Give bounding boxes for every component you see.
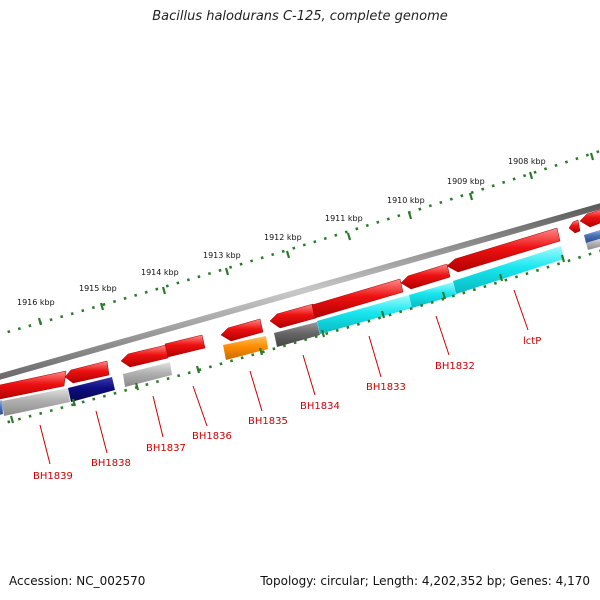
gene-bh1837-forward	[120, 344, 169, 368]
inner-scale-ticks	[9, 254, 566, 424]
gene-label-bh1838: BH1838	[91, 458, 131, 469]
gene-labels: BH1839 BH1838 BH1837 BH1836 BH1835 BH183…	[33, 336, 541, 482]
gene-label-bh1835: BH1835	[248, 416, 288, 427]
inner-scale-dots	[0, 249, 600, 426]
gene-bh1835-forward	[220, 318, 264, 342]
gene-lctp-cog	[453, 246, 564, 294]
map-title: Bacillus halodurans C-125, complete geno…	[152, 9, 448, 24]
scale-label-1911: 1911 kbp	[325, 214, 363, 223]
gene-steel-right	[584, 229, 600, 243]
gene-label-lctp: lctP	[523, 336, 541, 347]
gene-label-bh1839: BH1839	[33, 471, 73, 482]
gene-bh1835-cog	[223, 336, 268, 360]
gene-label-bh1832: BH1832	[435, 361, 475, 372]
gene-bh1838-cog	[68, 377, 115, 402]
gene-lctp-forward	[446, 227, 561, 273]
gene-edge-forward	[579, 209, 600, 228]
scale-label-1909: 1909 kbp	[447, 177, 485, 186]
gene-bh1832-forward	[400, 263, 451, 290]
gene-label-bh1837: BH1837	[146, 443, 186, 454]
scale-label-1914: 1914 kbp	[141, 268, 179, 277]
gene-bh1839-cog	[2, 388, 70, 416]
scale-label-1916: 1916 kbp	[17, 298, 55, 307]
genome-backbone	[0, 203, 600, 380]
gene-gray-right	[586, 238, 600, 250]
scale-label-1908: 1908 kbp	[508, 157, 546, 166]
scale-labels: 1916 kbp 1915 kbp 1914 kbp 1913 kbp 1912…	[17, 157, 546, 307]
gene-label-bh1836: BH1836	[192, 431, 232, 442]
gene-bh1836-forward	[164, 334, 206, 358]
gene-label-bh1833: BH1833	[366, 382, 406, 393]
forward-genes	[0, 209, 600, 400]
outer-scale-ticks	[37, 152, 595, 326]
gene-bh1838-forward	[64, 360, 110, 384]
colored-genes	[0, 229, 600, 416]
gene-bh1839-forward	[0, 370, 67, 400]
gene-bh1834-cog	[274, 322, 320, 347]
gene-bh1833-cog	[317, 295, 412, 334]
gene-bh1832-cog	[409, 282, 456, 308]
scale-label-1912: 1912 kbp	[264, 233, 302, 242]
gene-bh1837-cog	[123, 362, 172, 387]
label-leaders	[39, 289, 529, 465]
genome-stats-text: Topology: circular; Length: 4,202,352 bp…	[260, 574, 590, 588]
accession-text: Accession: NC_002570	[9, 574, 146, 588]
gene-blue-left-stub	[0, 400, 3, 415]
gene-small-forward	[568, 219, 581, 234]
outer-scale-dots	[0, 149, 600, 336]
gene-label-bh1834: BH1834	[300, 401, 340, 412]
gene-bh1834-forward	[269, 303, 317, 329]
scale-label-1910: 1910 kbp	[387, 196, 425, 205]
scale-label-1915: 1915 kbp	[79, 284, 117, 293]
gene-bh1833-forward	[311, 278, 404, 319]
scale-label-1913: 1913 kbp	[203, 251, 241, 260]
